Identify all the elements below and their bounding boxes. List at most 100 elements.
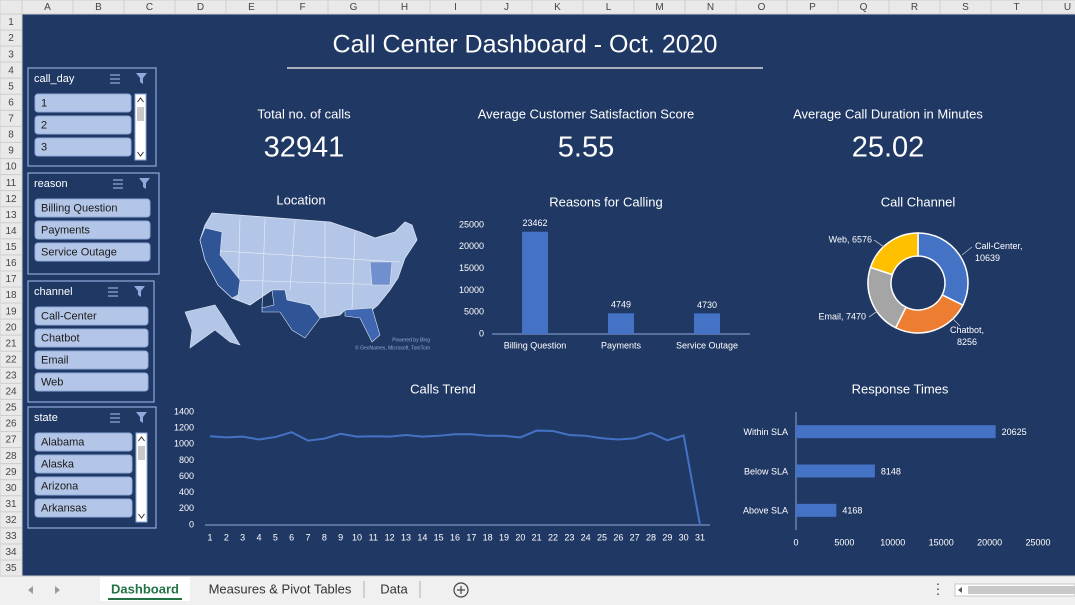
row-label: 3 [8, 49, 14, 60]
row-label: 13 [5, 210, 17, 221]
row-label: 16 [5, 258, 17, 269]
x-tick-label: 10 [352, 532, 362, 542]
donut-slice [917, 232, 969, 307]
map-border [351, 231, 356, 311]
slicer-item-label: 1 [41, 97, 47, 109]
x-tick-label: 0 [793, 537, 798, 547]
data-label: 8148 [881, 466, 901, 476]
slicer-scrollbar[interactable] [135, 432, 148, 523]
map-state-dark [261, 289, 321, 339]
slicer-item[interactable] [34, 328, 149, 348]
slicer-item[interactable] [34, 93, 132, 113]
column-label: B [95, 2, 102, 13]
slicer-scrollbar[interactable] [134, 93, 147, 161]
y-tick-label: Above SLA [743, 506, 788, 516]
x-tick-label: 4 [256, 532, 261, 542]
column-header[interactable] [1041, 0, 1075, 15]
x-tick-label: 2 [224, 532, 229, 542]
slicer-item[interactable] [34, 137, 132, 157]
column-label: T [1013, 2, 1019, 13]
y-tick-label: 600 [179, 471, 194, 481]
x-tick-label: 23 [564, 532, 574, 542]
x-tick-label: 14 [417, 532, 427, 542]
row-label: 2 [8, 33, 14, 44]
sheet-tab-label[interactable]: Dashboard [111, 581, 179, 596]
row-label: 29 [5, 467, 17, 478]
column-label: C [146, 2, 153, 13]
x-tick-label: 28 [646, 532, 656, 542]
row-label: 35 [5, 563, 17, 574]
slicer-item-label: Arizona [41, 480, 79, 492]
slicer-item-label: Payments [41, 224, 90, 236]
scroll-down[interactable] [137, 151, 144, 157]
h-scroll-thumb[interactable] [968, 586, 1075, 594]
slicer-item[interactable] [34, 476, 133, 496]
column-label: N [707, 2, 714, 13]
slicer-item[interactable] [34, 306, 149, 326]
slicer-item[interactable] [34, 115, 132, 135]
row-label: 4 [8, 65, 14, 76]
tab-scroll-right[interactable] [55, 586, 60, 594]
x-tick-label: 6 [289, 532, 294, 542]
h-scroll-left[interactable] [958, 587, 962, 593]
slicer-item[interactable] [34, 432, 133, 452]
map-credit: © GeoNames, Microsoft, TomTom [355, 344, 430, 351]
scroll-up[interactable] [138, 436, 145, 442]
row-label: 25 [5, 403, 17, 414]
map-title: Location [276, 192, 325, 207]
x-tick-label: 31 [695, 532, 705, 542]
row-label: 19 [5, 306, 17, 317]
row-label: 24 [5, 387, 17, 398]
row-label: 12 [5, 194, 17, 205]
clear-filter-icon[interactable] [139, 178, 150, 189]
slicer-item[interactable] [34, 220, 151, 240]
chart-title: Reasons for Calling [549, 194, 662, 209]
bar [522, 231, 548, 334]
map-credit: Powered by Bing [392, 337, 430, 343]
dashboard-bg [22, 14, 1075, 576]
x-tick-label: 9 [338, 532, 343, 542]
row-label: 11 [6, 178, 17, 189]
row-header[interactable] [0, 559, 23, 577]
chart-title: Calls Trend [410, 381, 476, 396]
multi-select-icon[interactable] [108, 287, 118, 297]
add-sheet-button[interactable] [453, 582, 469, 598]
x-tick-label: 29 [662, 532, 672, 542]
scroll-up[interactable] [137, 97, 144, 103]
kpi-value: 32941 [264, 132, 345, 164]
column-label: I [454, 2, 457, 13]
slicer-item[interactable] [34, 454, 133, 474]
column-label: K [554, 2, 561, 13]
sheet-tab-label[interactable]: Measures & Pivot Tables [209, 581, 352, 596]
tab-options[interactable]: ⋮ [931, 581, 945, 597]
column-label: J [504, 2, 509, 13]
dashboard-title: Call Center Dashboard - Oct. 2020 [333, 31, 718, 59]
multi-select-icon[interactable] [113, 179, 123, 189]
clear-filter-icon[interactable] [136, 73, 147, 84]
slicer-header: reason [34, 178, 68, 190]
row-label: 26 [5, 419, 17, 430]
slicer-item[interactable] [34, 242, 151, 262]
bar [796, 464, 875, 478]
tab-scroll-left[interactable] [28, 586, 33, 594]
slicer-item[interactable] [34, 350, 149, 370]
us-map [184, 212, 418, 349]
row-label: 1 [8, 17, 14, 28]
y-tick-label: 800 [179, 455, 194, 465]
sheet-tab-active[interactable] [100, 577, 190, 601]
y-tick-label: 0 [189, 519, 194, 529]
clear-filter-icon[interactable] [136, 412, 147, 423]
data-label: Email, 7470 [818, 311, 866, 321]
row-label: 30 [5, 483, 17, 494]
slicer-item[interactable] [34, 198, 151, 218]
clear-filter-icon[interactable] [134, 286, 145, 297]
sheet-tab-label[interactable]: Data [380, 581, 408, 596]
slicer-item[interactable] [34, 498, 133, 518]
multi-select-icon[interactable] [110, 74, 120, 84]
scroll-down[interactable] [138, 513, 145, 519]
slicer-item[interactable] [34, 372, 149, 392]
map-border [204, 249, 401, 263]
multi-select-icon[interactable] [110, 413, 120, 423]
x-tick-label: 30 [679, 532, 689, 542]
row-label: 20 [5, 322, 17, 333]
